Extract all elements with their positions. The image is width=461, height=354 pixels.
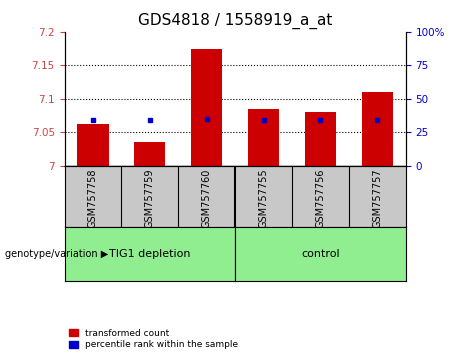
Bar	[305, 112, 336, 166]
Bar	[77, 124, 109, 166]
Text: GSM757760: GSM757760	[201, 169, 212, 228]
Title: GDS4818 / 1558919_a_at: GDS4818 / 1558919_a_at	[138, 13, 332, 29]
Bar	[361, 92, 393, 166]
Bar	[134, 142, 165, 166]
Text: GSM757756: GSM757756	[315, 169, 325, 228]
Text: GSM757758: GSM757758	[88, 169, 98, 228]
Text: GSM757757: GSM757757	[372, 169, 382, 228]
Bar	[191, 48, 222, 166]
Text: genotype/variation ▶: genotype/variation ▶	[5, 249, 108, 259]
Legend: transformed count, percentile rank within the sample: transformed count, percentile rank withi…	[69, 329, 238, 349]
Text: TIG1 depletion: TIG1 depletion	[109, 249, 190, 259]
Text: GSM757759: GSM757759	[145, 169, 155, 228]
Text: control: control	[301, 249, 340, 259]
Text: GSM757755: GSM757755	[259, 169, 269, 228]
Bar	[248, 109, 279, 166]
